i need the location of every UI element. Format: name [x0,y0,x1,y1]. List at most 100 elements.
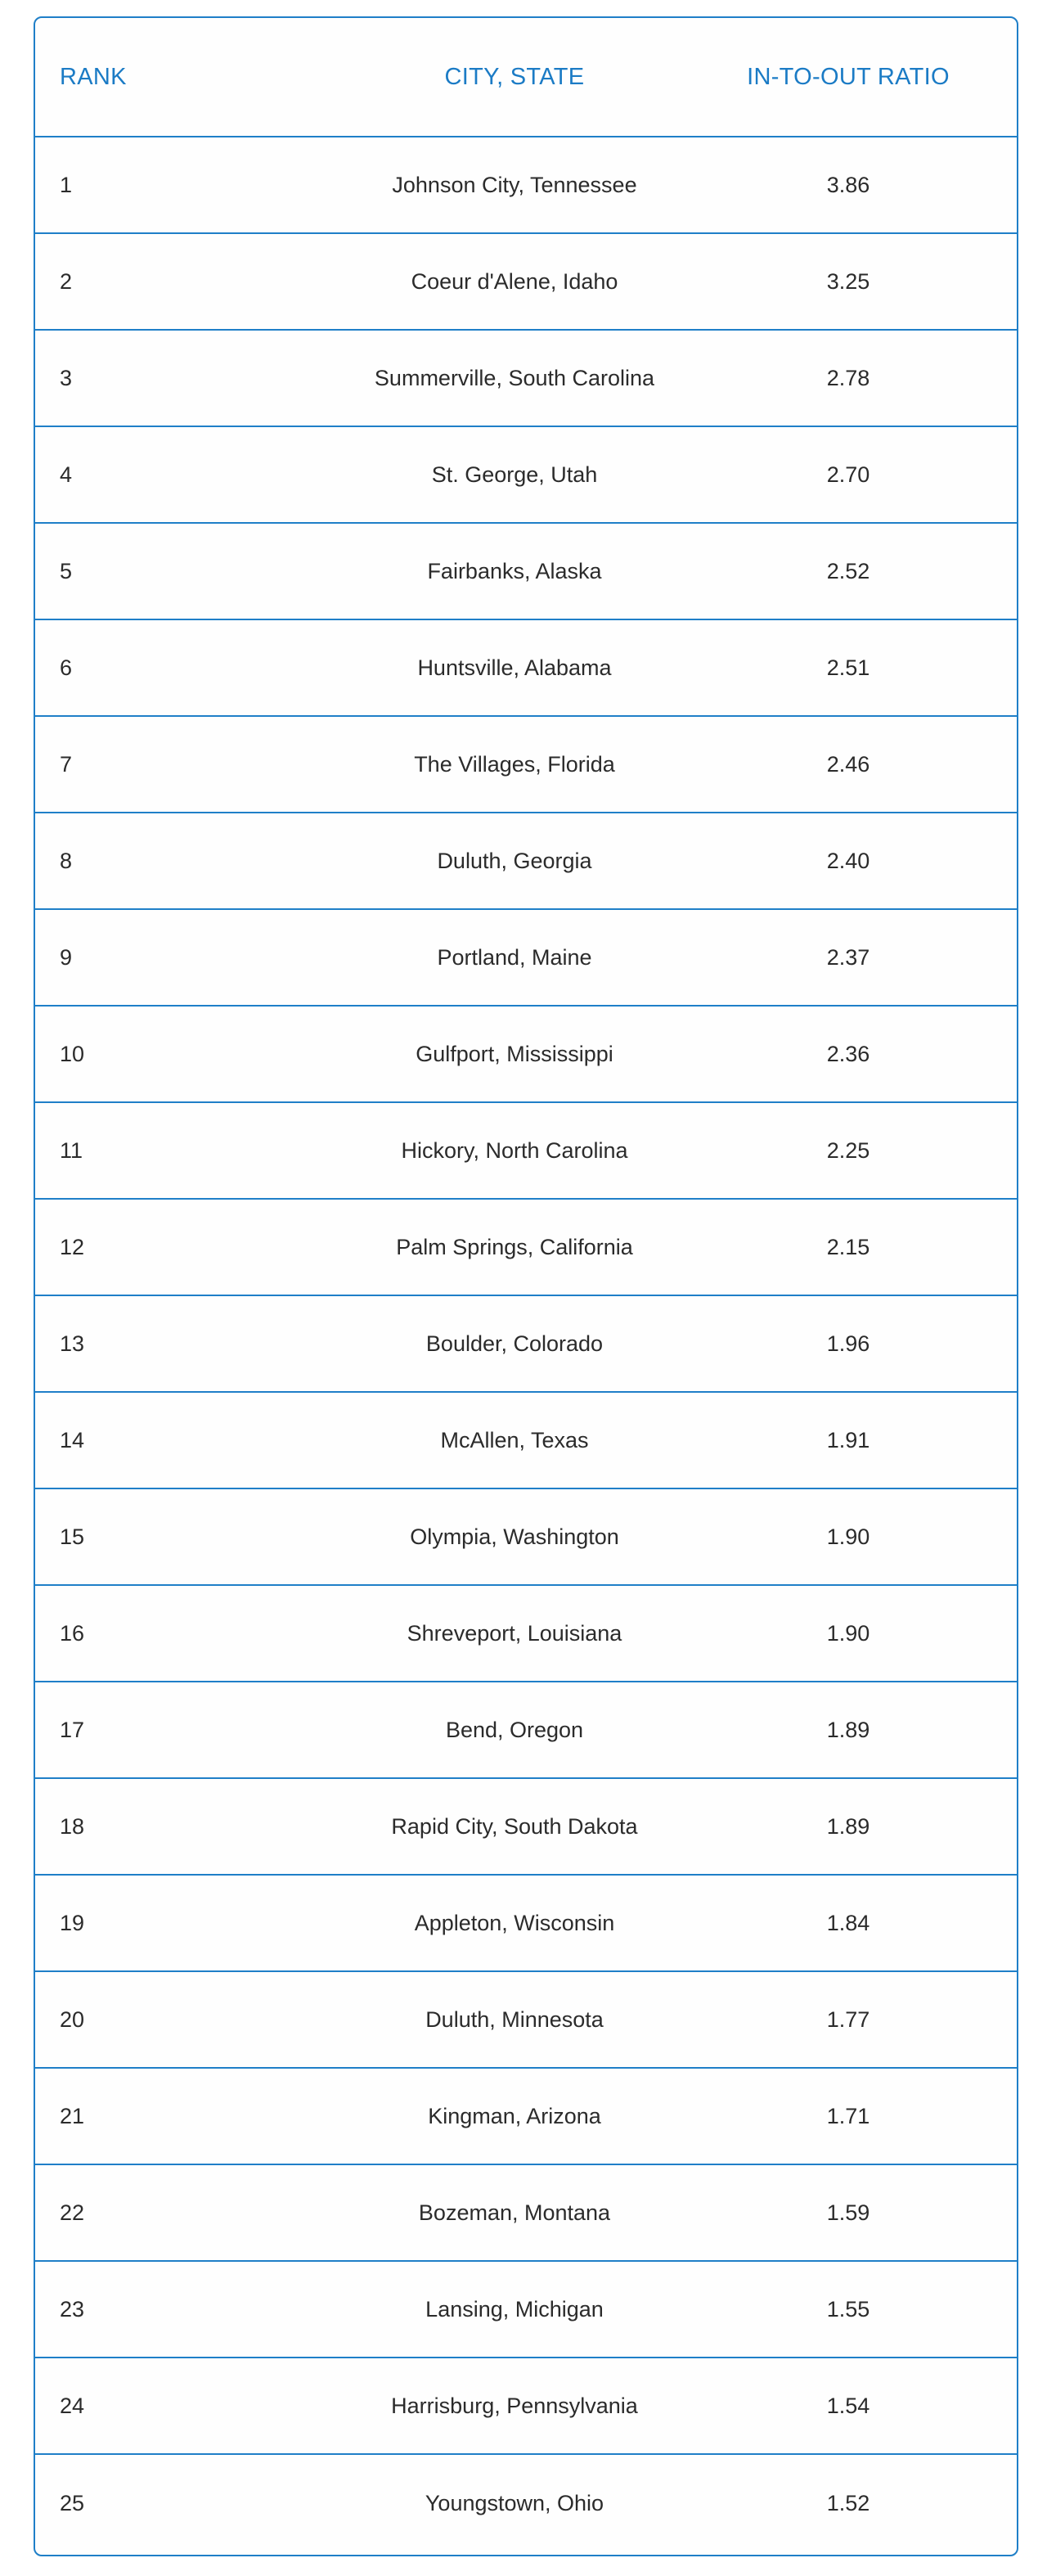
city-state-cell: Olympia, Washington [349,1524,680,1550]
rank-cell: 12 [35,1235,349,1260]
rank-cell: 25 [35,2491,349,2516]
rank-cell: 1 [35,173,349,198]
rank-cell-text: 9 [60,944,73,970]
rank-cell: 15 [35,1524,349,1550]
rank-cell: 13 [35,1331,349,1357]
rank-cell-text: 4 [60,462,73,487]
ratio-cell-text: 1.96 [826,1331,870,1356]
city-state-cell: Fairbanks, Alaska [349,559,680,584]
rank-cell: 7 [35,752,349,777]
city-state-cell: Duluth, Georgia [349,849,680,874]
rank-cell-text: 23 [60,2296,85,2322]
city-state-cell-text: Summerville, South Carolina [374,365,655,390]
rank-cell: 9 [35,945,349,971]
city-state-cell-text: Boulder, Colorado [425,1331,604,1356]
ratio-cell-text: 2.52 [826,558,870,583]
rank-cell-text: 25 [60,2490,85,2515]
city-state-cell: Duluth, Minnesota [349,2007,680,2033]
rank-cell-text: 3 [60,365,73,390]
rank-cell-text: 13 [60,1331,85,1356]
table-header: RANK CITY, STATE IN-TO-OUT RATIO [35,18,1017,137]
rank-cell-text: 8 [60,848,73,873]
city-state-cell-text: Bozeman, Montana [418,2200,611,2225]
city-state-cell-text: McAllen, Texas [440,1427,589,1452]
rank-cell: 24 [35,2394,349,2419]
ratio-cell: 3.86 [680,173,1017,198]
city-state-cell-text: Duluth, Minnesota [425,2006,604,2032]
ratio-cell: 1.52 [680,2491,1017,2516]
ratio-cell-text: 2.78 [826,365,870,390]
ratio-cell-text: 2.70 [826,462,870,487]
city-state-cell: Bend, Oregon [349,1718,680,1743]
ratio-cell-text: 3.25 [826,268,870,294]
ratio-cell: 2.36 [680,1042,1017,1067]
rank-cell-text: 6 [60,655,73,680]
ratio-cell-text: 1.84 [826,1910,870,1935]
table-body: 1 Johnson City, Tennessee 3.86 2 Coeur d'Ale… [35,137,1017,2551]
ratio-cell-text: 1.90 [826,1620,870,1646]
rank-cell-text: 20 [60,2006,85,2032]
city-state-cell-text: Hickory, North Carolina [401,1137,628,1163]
ratio-cell-text: 1.52 [826,2490,870,2515]
table-row: 5 Fairbanks, Alaska 2.52 [35,524,1017,620]
rank-cell-text: 1 [60,172,73,197]
rank-cell: 17 [35,1718,349,1743]
city-state-cell-text: Fairbanks, Alaska [427,558,602,583]
ratio-cell-text: 2.15 [826,1234,870,1259]
table-row: 20 Duluth, Minnesota 1.77 [35,1972,1017,2069]
ratio-cell: 1.55 [680,2297,1017,2322]
city-state-cell: Summerville, South Carolina [349,366,680,391]
ratio-cell: 1.90 [680,1524,1017,1550]
city-state-cell-text: Lansing, Michigan [425,2296,604,2322]
ratio-cell-text: 2.51 [826,655,870,680]
city-state-cell: Gulfport, Mississippi [349,1042,680,1067]
rank-cell: 11 [35,1138,349,1164]
city-state-cell: Harrisburg, Pennsylvania [349,2394,680,2419]
table-row: 11 Hickory, North Carolina 2.25 [35,1103,1017,1200]
rank-cell-text: 11 [60,1137,83,1163]
rank-cell-text: 22 [60,2200,85,2225]
table-row: 8 Duluth, Georgia 2.40 [35,813,1017,910]
ratio-cell: 2.46 [680,752,1017,777]
city-state-cell: St. George, Utah [349,462,680,488]
ratio-cell: 1.77 [680,2007,1017,2033]
rank-cell: 4 [35,462,349,488]
rank-cell-text: 16 [60,1620,85,1646]
city-state-cell-text: Gulfport, Mississippi [416,1041,613,1066]
city-state-cell-text: Johnson City, Tennessee [392,172,637,197]
city-state-cell-text: Harrisburg, Pennsylvania [391,2393,638,2418]
rank-cell-text: 21 [60,2103,85,2128]
table-row: 22 Bozeman, Montana 1.59 [35,2165,1017,2262]
rank-cell: 18 [35,1814,349,1840]
ratio-cell-text: 2.46 [826,751,870,777]
ratio-cell-text: 1.90 [826,1524,870,1549]
rank-cell-text: 18 [60,1813,85,1839]
rank-cell: 8 [35,849,349,874]
ratio-cell: 2.40 [680,849,1017,874]
rank-cell-text: 19 [60,1910,85,1935]
table-row: 14 McAllen, Texas 1.91 [35,1393,1017,1489]
table-row: 25 Youngstown, Ohio 1.52 [35,2455,1017,2551]
ratio-cell: 1.54 [680,2394,1017,2419]
city-state-cell-text: The Villages, Florida [414,751,615,777]
table-row: 12 Palm Springs, California 2.15 [35,1200,1017,1296]
ratio-cell: 2.51 [680,655,1017,681]
ratio-cell-text: 2.40 [826,848,870,873]
ratio-cell-text: 1.71 [826,2103,870,2128]
rank-cell: 22 [35,2200,349,2226]
table-row: 23 Lansing, Michigan 1.55 [35,2262,1017,2358]
header-city-state-label: CITY, STATE [444,63,585,90]
city-state-cell: Hickory, North Carolina [349,1138,680,1164]
city-state-cell-text: Rapid City, South Dakota [391,1813,638,1839]
city-state-cell: Kingman, Arizona [349,2104,680,2129]
city-state-cell-text: Youngstown, Ohio [425,2490,604,2515]
city-state-cell-text: Shreveport, Louisiana [407,1620,622,1646]
rank-cell: 16 [35,1621,349,1646]
rank-cell-text: 15 [60,1524,85,1549]
ratio-cell: 1.89 [680,1814,1017,1840]
city-state-cell-text: Palm Springs, California [396,1234,633,1259]
city-state-cell: McAllen, Texas [349,1428,680,1453]
city-state-cell-text: St. George, Utah [431,462,598,487]
city-state-cell: Rapid City, South Dakota [349,1814,680,1840]
city-state-cell: Coeur d'Alene, Idaho [349,269,680,295]
